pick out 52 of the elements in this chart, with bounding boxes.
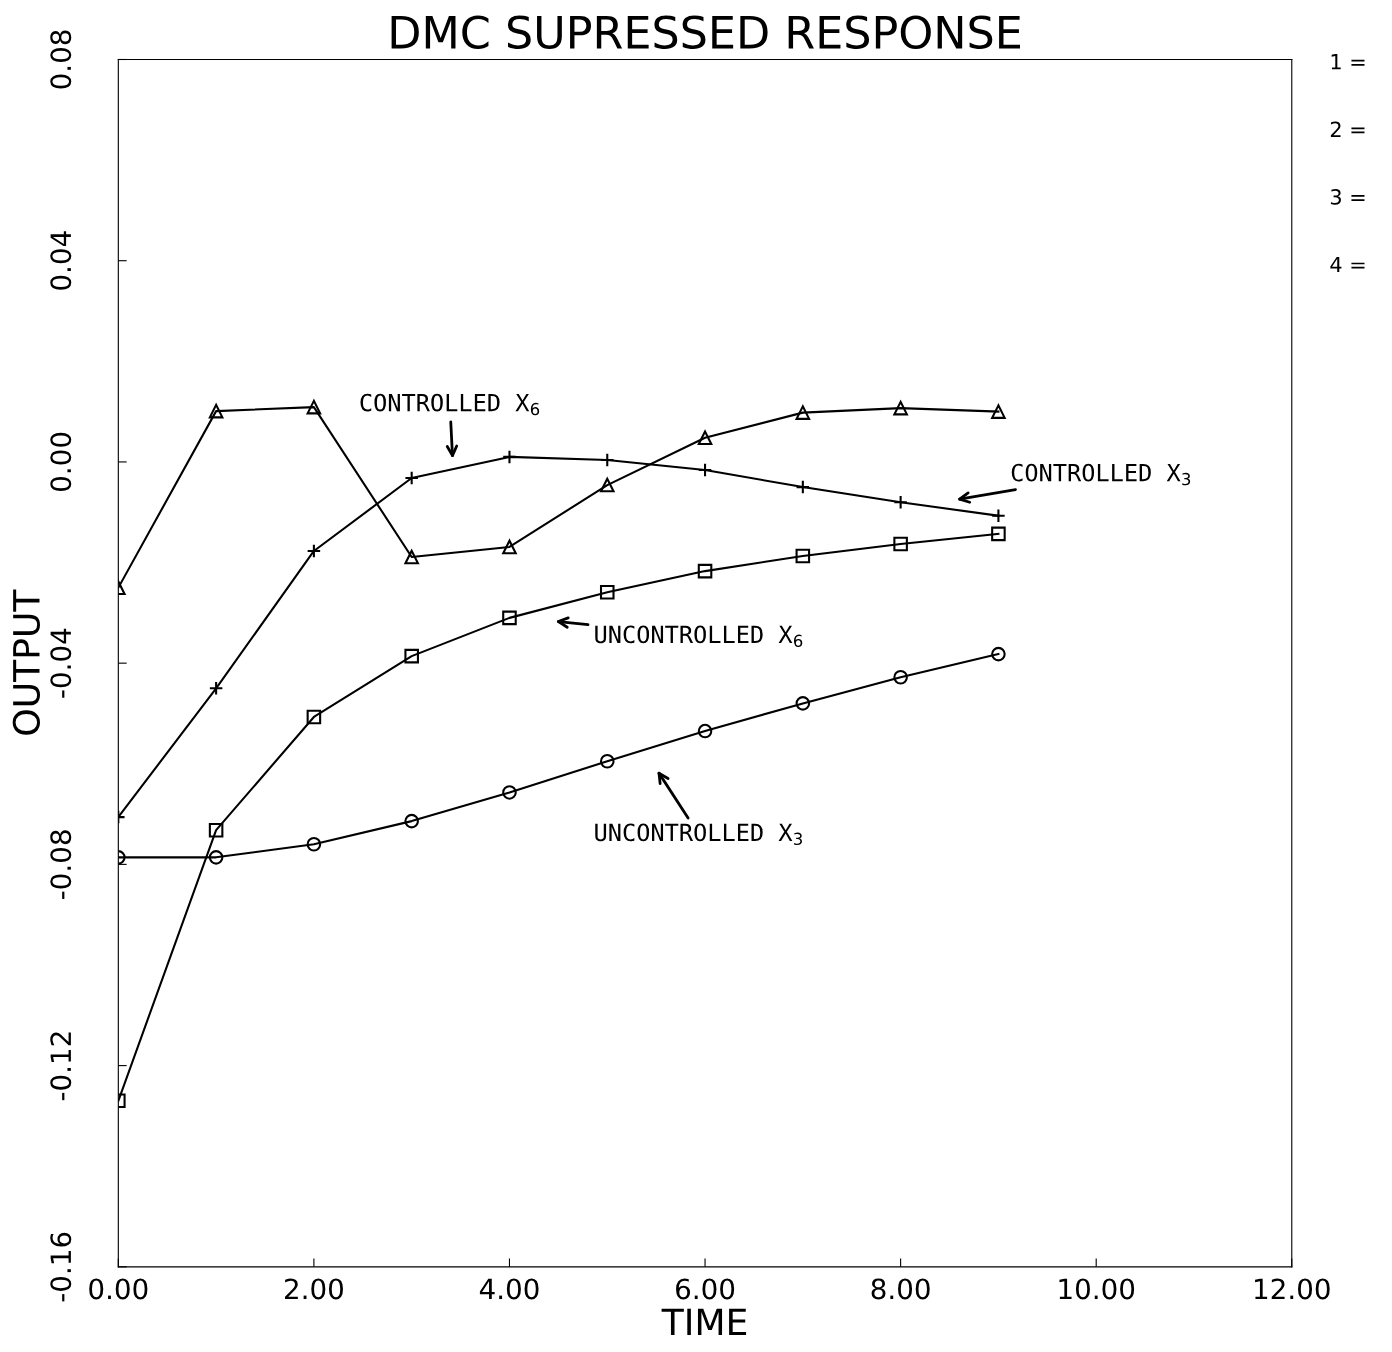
y-axis-title: OUTPUT bbox=[12, 589, 40, 735]
x-tick-label: 0.00 bbox=[89, 1278, 148, 1300]
y-tick-label: 0.00 bbox=[50, 432, 72, 492]
text: 3 = bbox=[1330, 189, 1365, 205]
point bbox=[893, 669, 908, 685]
y-tick-label: 0.04 bbox=[50, 231, 72, 290]
point bbox=[991, 526, 1006, 542]
annotation: UNCONTROLLED X$_{6}$ bbox=[595, 625, 803, 648]
y-tick-label: -0.16 bbox=[50, 1232, 72, 1302]
point bbox=[697, 563, 713, 579]
point bbox=[306, 836, 322, 852]
chart-title: DMC SUPRESSED RESPONSE bbox=[391, 15, 1020, 50]
point bbox=[306, 709, 322, 725]
point bbox=[404, 813, 419, 829]
annotation: CONTROLLED X$_{3}$ bbox=[1011, 463, 1191, 486]
point bbox=[795, 696, 811, 711]
point bbox=[893, 400, 908, 416]
point bbox=[893, 536, 908, 552]
x-tick-label: 8.00 bbox=[871, 1278, 930, 1300]
annotation: UNCONTROLLED X$_{3}$ bbox=[595, 823, 802, 846]
point bbox=[599, 584, 615, 600]
x-tick-label: 2.00 bbox=[285, 1278, 343, 1300]
point bbox=[502, 785, 517, 800]
point bbox=[697, 430, 713, 446]
annotation: CONTROLLED X$_{6}$ bbox=[360, 393, 540, 416]
y-tick-label: -0.04 bbox=[50, 628, 72, 698]
x-tick-label: 6.00 bbox=[676, 1278, 735, 1300]
point bbox=[404, 648, 419, 664]
point bbox=[991, 646, 1006, 662]
text: 4 = bbox=[1330, 256, 1365, 273]
text: 1 = bbox=[1331, 54, 1365, 70]
point bbox=[991, 404, 1006, 419]
x-axis-title: TIME bbox=[661, 1308, 747, 1336]
y-tick-label: -0.08 bbox=[50, 830, 72, 899]
point bbox=[306, 399, 322, 415]
x-tick-label: 4.00 bbox=[479, 1278, 539, 1300]
point bbox=[208, 403, 224, 419]
point bbox=[795, 405, 811, 420]
y-tick-label: 0.08 bbox=[50, 30, 72, 89]
point bbox=[502, 610, 517, 626]
point bbox=[208, 850, 224, 865]
y-tick-label: -0.12 bbox=[50, 1032, 72, 1101]
point bbox=[599, 477, 615, 493]
point bbox=[697, 723, 713, 739]
text: 2 = bbox=[1330, 121, 1365, 137]
point bbox=[502, 539, 517, 555]
point bbox=[599, 753, 615, 769]
point bbox=[404, 549, 419, 565]
x-tick-label: 12.00 bbox=[1255, 1278, 1330, 1300]
x-tick-label: 10.00 bbox=[1059, 1278, 1135, 1300]
point bbox=[208, 822, 224, 838]
point bbox=[795, 548, 811, 564]
